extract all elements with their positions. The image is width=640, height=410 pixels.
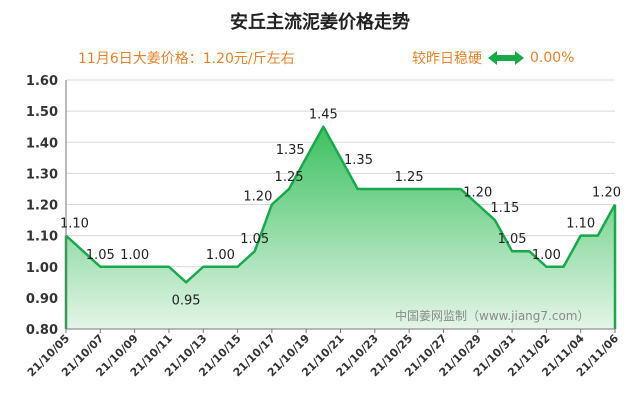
data-label: 1.45 — [309, 108, 338, 123]
data-label: 1.05 — [240, 232, 269, 247]
y-tick-label: 1.00 — [26, 261, 58, 276]
data-label: 1.20 — [243, 190, 272, 205]
data-label: 0.95 — [172, 293, 201, 308]
data-label: 1.00 — [120, 248, 149, 263]
data-labels: 1.101.05 1.000.951.001.051.201.251.351.45… — [60, 108, 621, 309]
data-label: 1.10 — [60, 217, 89, 232]
y-tick-label: 0.90 — [26, 292, 58, 307]
data-label: 1.00 — [206, 248, 235, 263]
data-label: 1.10 — [566, 217, 595, 232]
data-label: 1.35 — [344, 153, 373, 168]
data-label: 1.20 — [463, 186, 492, 201]
change-info: 较昨日稳硬 0.00% — [412, 48, 574, 68]
data-label: 1.05 — [498, 232, 527, 247]
chart-title: 安丘主流泥姜价格走势 — [230, 12, 410, 33]
y-axis-ticks: 0.80 0.90 1.00 1.10 1.20 1.30 1.40 1.50 1.60 — [26, 74, 58, 338]
watermark: 中国姜网监制（www.jiang7.com） — [395, 308, 589, 323]
y-tick-label: 1.10 — [26, 230, 58, 245]
y-tick-label: 1.50 — [26, 105, 58, 120]
data-label: 1.05 — [86, 248, 115, 263]
data-label: 1.25 — [275, 170, 304, 185]
x-axis-ticks: 21/10/0521/10/0721/10/0921/10/1121/10/13… — [25, 329, 621, 379]
price-info: 11月6日大姜价格：1.20元/斤左右 — [78, 51, 295, 67]
y-tick-label: 1.40 — [26, 136, 58, 151]
data-label: 1.15 — [490, 201, 519, 216]
change-value: 0.00% — [530, 50, 575, 66]
data-label: 1.20 — [592, 186, 621, 201]
y-tick-label: 1.30 — [26, 167, 58, 182]
y-tick-label: 1.60 — [26, 74, 58, 89]
y-tick-label: 1.20 — [26, 199, 58, 214]
y-tick-label: 0.80 — [26, 323, 58, 338]
area-fill — [66, 126, 615, 329]
price-area — [64, 125, 617, 329]
data-label: 1.25 — [395, 170, 424, 185]
double-arrow-icon — [488, 51, 524, 65]
data-label: 1.00 — [532, 248, 561, 263]
data-label: 1.35 — [276, 143, 305, 158]
compare-label: 较昨日稳硬 — [412, 51, 482, 67]
price-line — [65, 125, 617, 284]
